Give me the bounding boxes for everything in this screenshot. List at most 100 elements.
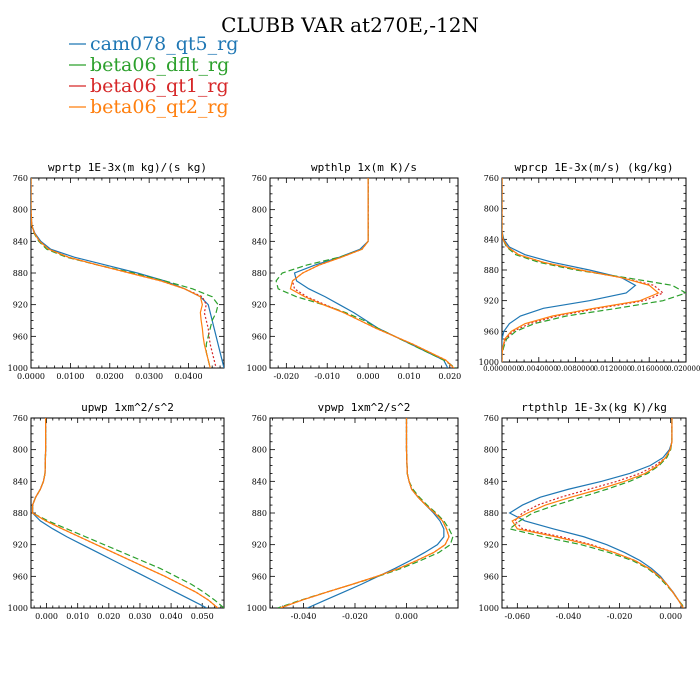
y-tick-label: 840 <box>13 477 28 486</box>
x-tick-label: 0.030 <box>128 612 151 621</box>
x-tick-label: 0.0160000 <box>630 365 668 373</box>
x-tick-label: 0.0200000 <box>667 365 700 373</box>
panel-title: vpwp 1xm^2/s^2 <box>318 401 411 414</box>
y-tick-label: 960 <box>484 327 499 336</box>
x-tick-label: 0.0200 <box>96 372 124 381</box>
y-tick-label: 960 <box>252 332 267 341</box>
y-tick-label: 880 <box>252 509 267 518</box>
y-tick-label: 960 <box>252 572 267 581</box>
y-tick-label: 800 <box>484 205 499 214</box>
x-tick-label: 0.040 <box>160 612 183 621</box>
y-tick-label: 920 <box>13 301 28 310</box>
series-line-beta06_qt2_rg <box>280 418 450 608</box>
x-tick-label: -0.020 <box>607 612 633 621</box>
series-group <box>31 178 224 368</box>
panel-title: upwp 1xm^2/s^2 <box>81 401 174 414</box>
x-tick-label: -0.040 <box>291 612 317 621</box>
y-tick-label: 840 <box>484 235 499 244</box>
series-line-beta06_qt2_rg <box>502 178 660 362</box>
legend-entry: cam078_qt5_rg <box>90 33 238 55</box>
y-tick-label: 920 <box>252 301 267 310</box>
y-tick-label: 880 <box>13 269 28 278</box>
plot-panel: rtpthlp 1E-3x(kg K)/kg 760 800 840 880 920 960… <box>479 401 687 621</box>
series-line-beta06_dflt_rg <box>508 418 686 608</box>
panel-title: wprtp 1E-3x(m kg)/(s kg) <box>48 161 207 174</box>
series-line-beta06_dflt_rg <box>31 418 224 608</box>
y-tick-label: 960 <box>13 572 28 581</box>
plot-frame <box>501 177 687 363</box>
series-group <box>502 178 686 362</box>
y-tick-label: 1000 <box>247 604 267 613</box>
series-line-cam078_qt5_rg <box>293 178 449 368</box>
legend-entry: beta06_qt1_rg <box>90 75 229 97</box>
panel-title: wpthlp 1x(m K)/s <box>311 161 417 174</box>
y-tick-label: 840 <box>484 477 499 486</box>
series-line-beta06_qt1_rg <box>280 418 450 608</box>
y-tick-label: 760 <box>13 174 28 183</box>
series-group <box>508 418 686 608</box>
y-tick-label: 760 <box>484 414 499 423</box>
y-tick-label: 1000 <box>247 364 267 373</box>
x-tick-label: 0.0080000 <box>557 365 595 373</box>
x-tick-label: -0.040 <box>556 612 582 621</box>
y-tick-label: 840 <box>252 477 267 486</box>
y-tick-label: 1000 <box>479 358 499 367</box>
panel-title: rtpthlp 1E-3x(kg K)/kg <box>521 401 667 414</box>
x-tick-label: 0.020 <box>438 372 461 381</box>
legend-entry: beta06_dflt_rg <box>90 54 229 76</box>
series-line-cam078_qt5_rg <box>31 418 208 608</box>
y-tick-label: 880 <box>13 509 28 518</box>
legend: cam078_qt5_rgbeta06_dflt_rgbeta06_qt1_rg… <box>69 33 238 118</box>
y-tick-label: 760 <box>13 414 28 423</box>
plot-panel: upwp 1xm^2/s^2 760 800 840 880 920 960 1000 0.00… <box>8 401 225 621</box>
series-line-beta06_qt2_rg <box>289 178 455 368</box>
series-line-beta06_qt1_rg <box>31 418 219 608</box>
y-tick-label: 760 <box>252 414 267 423</box>
x-tick-label: 0.010 <box>398 372 421 381</box>
x-tick-label: 0.000 <box>395 612 418 621</box>
x-tick-label: 0.000 <box>35 612 58 621</box>
x-tick-label: 0.0000000 <box>483 365 521 373</box>
series-line-beta06_qt2_rg <box>511 418 684 608</box>
y-tick-label: 840 <box>13 237 28 246</box>
plot-panel: vpwp 1xm^2/s^2 760 800 840 880 920 960 1000 -0.0… <box>247 401 459 621</box>
x-tick-label: 0.050 <box>191 612 214 621</box>
series-line-beta06_qt2_rg <box>31 418 219 608</box>
figure-title: CLUBB VAR at270E,-12N <box>221 13 479 37</box>
plot-frame <box>269 417 459 609</box>
plot-frame <box>30 417 225 609</box>
x-tick-label: -0.020 <box>274 372 300 381</box>
y-tick-label: 920 <box>484 541 499 550</box>
series-line-cam078_qt5_rg <box>508 418 684 608</box>
y-tick-label: 800 <box>252 206 267 215</box>
panel-title: wprcp 1E-3x(m/s) (kg/kg) <box>515 161 674 174</box>
y-tick-label: 880 <box>252 269 267 278</box>
x-tick-label: 0.0000 <box>17 372 45 381</box>
x-tick-label: -0.060 <box>505 612 531 621</box>
series-line-beta06_dflt_rg <box>502 178 686 362</box>
y-tick-label: 1000 <box>479 604 499 613</box>
y-tick-label: 840 <box>252 237 267 246</box>
y-tick-label: 880 <box>484 509 499 518</box>
x-tick-label: 0.000 <box>357 372 380 381</box>
plot-panel: wprcp 1E-3x(m/s) (kg/kg) 760 800 840 880 920 9… <box>479 161 700 373</box>
series-line-beta06_qt1_rg <box>513 418 684 608</box>
panels: wprtp 1E-3x(m kg)/(s kg) 760 800 840 880 920 9… <box>8 161 700 621</box>
y-tick-label: 920 <box>484 297 499 306</box>
y-tick-label: 960 <box>13 332 28 341</box>
y-tick-label: 800 <box>13 446 28 455</box>
y-tick-label: 1000 <box>8 604 28 613</box>
y-tick-label: 920 <box>252 541 267 550</box>
x-tick-label: 0.0120000 <box>593 365 631 373</box>
y-tick-label: 1000 <box>8 364 28 373</box>
series-group <box>275 178 457 368</box>
x-tick-label: 0.0040000 <box>520 365 558 373</box>
plot-frame <box>501 417 687 609</box>
series-line-cam078_qt5_rg <box>502 178 637 362</box>
y-tick-label: 760 <box>484 174 499 183</box>
x-tick-label: 0.0100 <box>56 372 84 381</box>
y-tick-label: 760 <box>252 174 267 183</box>
y-tick-label: 800 <box>484 446 499 455</box>
x-tick-label: 0.010 <box>66 612 89 621</box>
